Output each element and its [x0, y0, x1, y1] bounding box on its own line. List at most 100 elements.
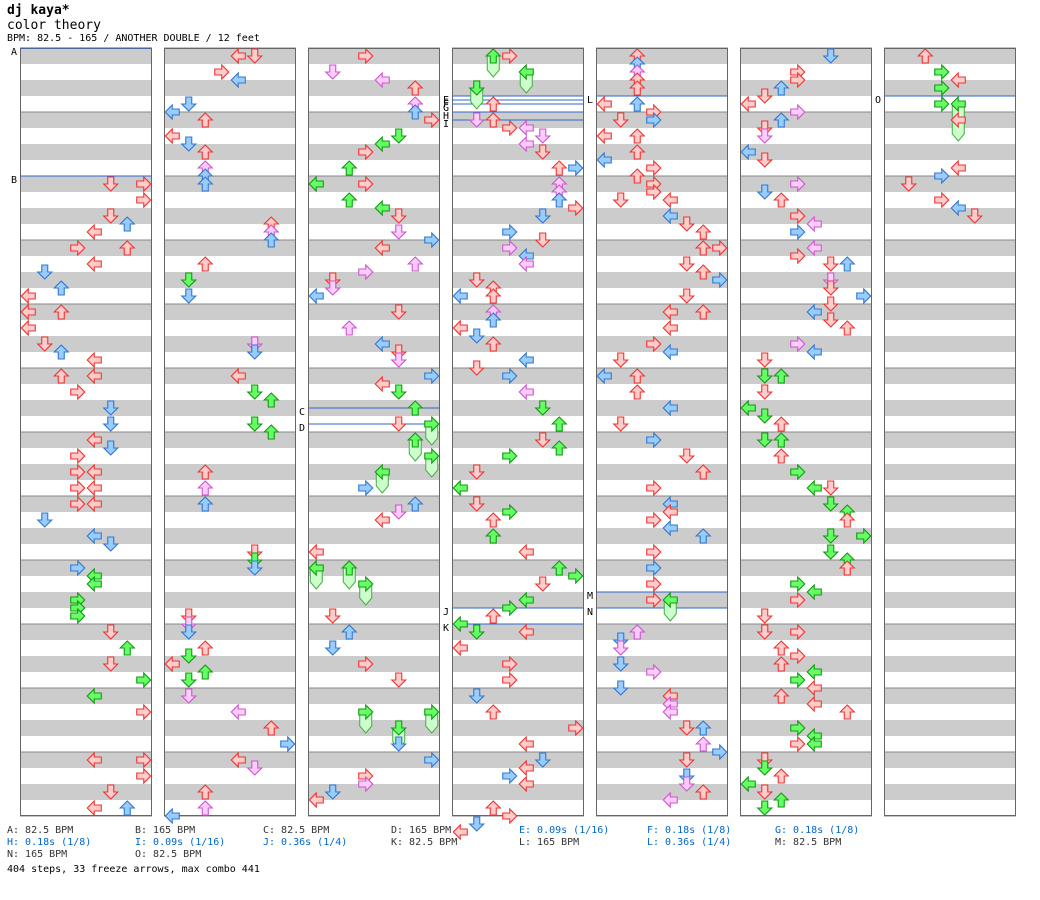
step-arrow	[196, 176, 214, 192]
marker-label: J	[443, 607, 449, 618]
beat-stripe	[164, 208, 296, 224]
marker-label: D	[299, 423, 305, 434]
step-arrow	[534, 752, 552, 768]
chart-column	[740, 47, 872, 817]
step-arrow	[568, 159, 584, 177]
step-arrow	[86, 463, 102, 481]
step-arrow	[916, 48, 934, 64]
beat-stripe	[596, 272, 728, 288]
step-arrow	[20, 319, 36, 337]
step-arrow	[230, 751, 246, 769]
beat-stripe	[164, 48, 296, 64]
step-arrow	[180, 136, 198, 152]
step-arrow	[790, 207, 806, 225]
step-arrow	[468, 816, 486, 832]
step-arrow	[86, 223, 102, 241]
beat-stripe	[164, 176, 296, 192]
step-arrow	[180, 272, 198, 288]
step-arrow	[308, 287, 324, 305]
step-arrow	[230, 47, 246, 65]
step-arrow	[118, 240, 136, 256]
step-arrow	[628, 96, 646, 112]
legend-item: H: 0.18s (1/8)	[7, 837, 92, 848]
step-arrow	[118, 216, 136, 232]
step-arrow	[790, 175, 806, 193]
beat-stripe	[164, 656, 296, 672]
step-arrow	[484, 48, 502, 64]
step-arrow	[452, 639, 468, 657]
step-arrow	[358, 703, 374, 721]
step-arrow	[468, 624, 486, 640]
beat-stripe	[884, 368, 1016, 384]
step-arrow	[534, 144, 552, 160]
beat-stripe	[20, 688, 152, 704]
beat-stripe	[452, 240, 584, 256]
beat-stripe	[596, 240, 728, 256]
step-arrow	[262, 232, 280, 248]
beat-stripe	[20, 624, 152, 640]
step-arrow	[646, 159, 662, 177]
step-arrow	[468, 496, 486, 512]
step-arrow	[694, 464, 712, 480]
step-arrow	[358, 175, 374, 193]
step-arrow	[180, 96, 198, 112]
step-arrow	[424, 703, 440, 721]
beat-stripe	[596, 528, 728, 544]
step-arrow	[534, 576, 552, 592]
step-arrow	[136, 767, 152, 785]
beat-stripe	[740, 176, 872, 192]
step-arrow	[646, 111, 662, 129]
step-arrow	[86, 431, 102, 449]
step-arrow	[740, 95, 756, 113]
beat-stripe	[596, 80, 728, 96]
beat-stripe	[452, 624, 584, 640]
step-arrow	[406, 496, 424, 512]
step-arrow	[502, 599, 518, 617]
step-arrow	[468, 328, 486, 344]
step-arrow	[136, 751, 152, 769]
beat-stripe	[20, 528, 152, 544]
legend-item: G: 0.18s (1/8)	[775, 825, 860, 836]
step-arrow	[662, 591, 678, 609]
step-arrow	[52, 344, 70, 360]
step-arrow	[790, 735, 806, 753]
beat-stripe	[308, 112, 440, 128]
step-arrow	[550, 560, 568, 576]
step-arrow	[280, 735, 296, 753]
step-arrow	[662, 519, 678, 537]
beat-stripe	[740, 624, 872, 640]
step-arrow	[484, 704, 502, 720]
song-title: color theory	[7, 18, 101, 33]
step-arrow	[468, 464, 486, 480]
beat-stripe	[164, 464, 296, 480]
step-arrow	[36, 336, 54, 352]
step-arrow	[838, 320, 856, 336]
step-arrow	[678, 256, 696, 272]
step-arrow	[502, 447, 518, 465]
beat-stripe	[164, 560, 296, 576]
step-arrow	[950, 71, 966, 89]
beat-stripe	[308, 624, 440, 640]
marker-label: E	[443, 95, 449, 106]
beat-stripe	[20, 560, 152, 576]
artist-name: dj kaya*	[7, 3, 70, 18]
step-arrow	[740, 775, 756, 793]
step-arrow	[934, 191, 950, 209]
beat-stripe	[164, 112, 296, 128]
step-arrow	[772, 688, 790, 704]
beat-stripe	[596, 656, 728, 672]
step-arrow	[822, 496, 840, 512]
step-arrow	[502, 367, 518, 385]
step-arrow	[662, 703, 678, 721]
step-arrow	[86, 527, 102, 545]
step-arrow	[950, 111, 966, 129]
beat-stripe	[20, 656, 152, 672]
step-arrow	[340, 624, 358, 640]
step-arrow	[502, 239, 518, 257]
legend-item: L: 0.36s (1/4)	[647, 837, 732, 848]
step-arrow	[756, 128, 774, 144]
beat-stripe	[308, 368, 440, 384]
step-arrow	[518, 591, 534, 609]
step-arrow	[52, 304, 70, 320]
step-arrow	[712, 743, 728, 761]
